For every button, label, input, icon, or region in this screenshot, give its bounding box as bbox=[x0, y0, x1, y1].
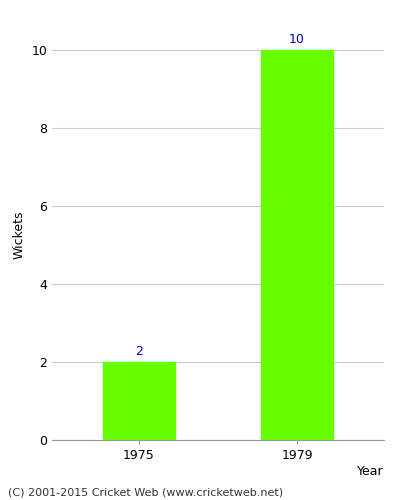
Text: Year: Year bbox=[357, 464, 384, 477]
Text: (C) 2001-2015 Cricket Web (www.cricketweb.net): (C) 2001-2015 Cricket Web (www.cricketwe… bbox=[8, 488, 283, 498]
Text: 2: 2 bbox=[135, 345, 143, 358]
Bar bbox=[262, 50, 333, 440]
Text: 10: 10 bbox=[289, 32, 305, 46]
Y-axis label: Wickets: Wickets bbox=[13, 211, 26, 259]
Bar bbox=[103, 362, 174, 440]
